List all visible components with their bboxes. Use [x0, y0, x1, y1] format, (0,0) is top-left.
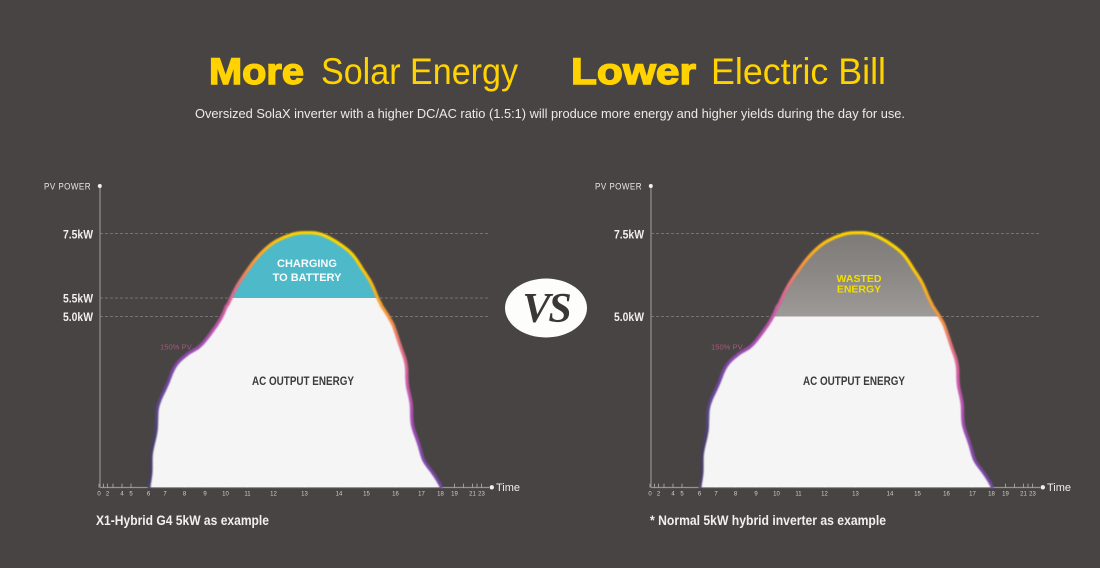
svg-text:12: 12 — [821, 492, 828, 498]
svg-text:23: 23 — [478, 492, 485, 498]
svg-text:0: 0 — [97, 492, 101, 498]
svg-text:10: 10 — [222, 492, 229, 498]
svg-text:Solar Energy: Solar Energy — [321, 51, 518, 92]
svg-text:Oversized SolaX inverter with: Oversized SolaX inverter with a higher D… — [195, 107, 905, 121]
svg-text:150% PV →: 150% PV → — [160, 343, 201, 352]
svg-text:ENERGY: ENERGY — [837, 284, 881, 296]
svg-text:11: 11 — [244, 492, 251, 498]
svg-text:19: 19 — [451, 492, 458, 498]
svg-text:14: 14 — [336, 492, 343, 498]
svg-text:CHARGING: CHARGING — [277, 258, 337, 270]
svg-text:TO BATTERY: TO BATTERY — [273, 272, 343, 284]
svg-text:18: 18 — [437, 492, 444, 498]
svg-text:AC OUTPUT ENERGY: AC OUTPUT ENERGY — [252, 374, 354, 388]
svg-text:WASTED: WASTED — [837, 273, 882, 285]
svg-text:VS: VS — [522, 286, 570, 332]
svg-text:16: 16 — [943, 492, 950, 498]
svg-text:7.5kW: 7.5kW — [63, 228, 94, 242]
svg-text:Lower: Lower — [571, 51, 696, 92]
svg-text:More: More — [209, 51, 304, 92]
svg-text:8: 8 — [183, 492, 187, 498]
svg-text:10: 10 — [773, 492, 780, 498]
svg-text:4: 4 — [671, 492, 675, 498]
svg-text:17: 17 — [418, 492, 425, 498]
svg-text:0: 0 — [648, 492, 652, 498]
svg-text:6: 6 — [698, 492, 702, 498]
svg-text:PV POWER: PV POWER — [595, 182, 642, 192]
svg-text:14: 14 — [887, 492, 894, 498]
svg-text:4: 4 — [120, 492, 124, 498]
svg-text:13: 13 — [301, 492, 308, 498]
svg-text:15: 15 — [363, 492, 370, 498]
svg-text:7: 7 — [714, 492, 718, 498]
svg-text:5: 5 — [680, 492, 684, 498]
svg-text:19: 19 — [1002, 492, 1009, 498]
svg-text:X1-Hybrid G4 5kW as example: X1-Hybrid G4 5kW as example — [96, 513, 269, 528]
svg-text:150% PV →: 150% PV → — [711, 343, 752, 352]
svg-text:5.5kW: 5.5kW — [63, 292, 94, 306]
svg-text:12: 12 — [270, 492, 277, 498]
svg-text:9: 9 — [754, 492, 758, 498]
svg-text:5: 5 — [129, 492, 133, 498]
svg-text:8: 8 — [734, 492, 738, 498]
svg-text:9: 9 — [203, 492, 207, 498]
svg-text:16: 16 — [392, 492, 399, 498]
svg-text:11: 11 — [795, 492, 802, 498]
svg-text:Time: Time — [1047, 482, 1071, 494]
svg-text:Time: Time — [496, 482, 520, 494]
svg-text:* Normal 5kW hybrid inverter a: * Normal 5kW hybrid inverter as example — [650, 513, 886, 528]
svg-text:18: 18 — [988, 492, 995, 498]
svg-text:2: 2 — [657, 492, 661, 498]
svg-text:PV POWER: PV POWER — [44, 182, 91, 192]
svg-text:AC OUTPUT ENERGY: AC OUTPUT ENERGY — [803, 374, 905, 388]
svg-text:15: 15 — [914, 492, 921, 498]
svg-text:Electric Bill: Electric Bill — [711, 51, 886, 92]
svg-text:7: 7 — [163, 492, 167, 498]
svg-text:7.5kW: 7.5kW — [614, 228, 645, 242]
svg-text:21: 21 — [469, 492, 476, 498]
svg-text:6: 6 — [147, 492, 151, 498]
svg-text:13: 13 — [852, 492, 859, 498]
svg-text:5.0kW: 5.0kW — [63, 310, 94, 324]
svg-text:2: 2 — [106, 492, 110, 498]
svg-text:23: 23 — [1029, 492, 1036, 498]
svg-text:17: 17 — [969, 492, 976, 498]
svg-text:5.0kW: 5.0kW — [614, 310, 645, 324]
svg-text:21: 21 — [1020, 492, 1027, 498]
